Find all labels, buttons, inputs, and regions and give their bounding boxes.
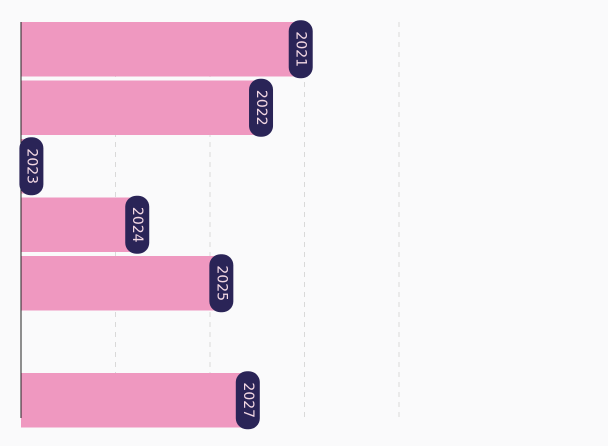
data-label-badge-2023 (19, 137, 44, 196)
data-label-badge-2022 (249, 78, 274, 137)
data-label-2024: 2024 (129, 207, 145, 243)
data-label-badge-2021 (288, 20, 313, 79)
data-label-2021: 2021 (293, 31, 309, 67)
data-label-badge-2025 (209, 254, 234, 313)
data-label-2027: 2027 (240, 382, 256, 418)
data-label-badge-2027 (235, 371, 260, 430)
data-label-2022: 2022 (253, 90, 269, 126)
bar-2024 (21, 197, 138, 252)
bar-2021 (21, 22, 301, 77)
bar-2022 (21, 80, 262, 135)
data-label-2025: 2025 (213, 265, 229, 301)
bar-2025 (21, 256, 222, 311)
bar-2027 (21, 373, 248, 428)
data-label-2023: 2023 (23, 148, 39, 184)
data-label-badge-2024 (125, 195, 150, 254)
